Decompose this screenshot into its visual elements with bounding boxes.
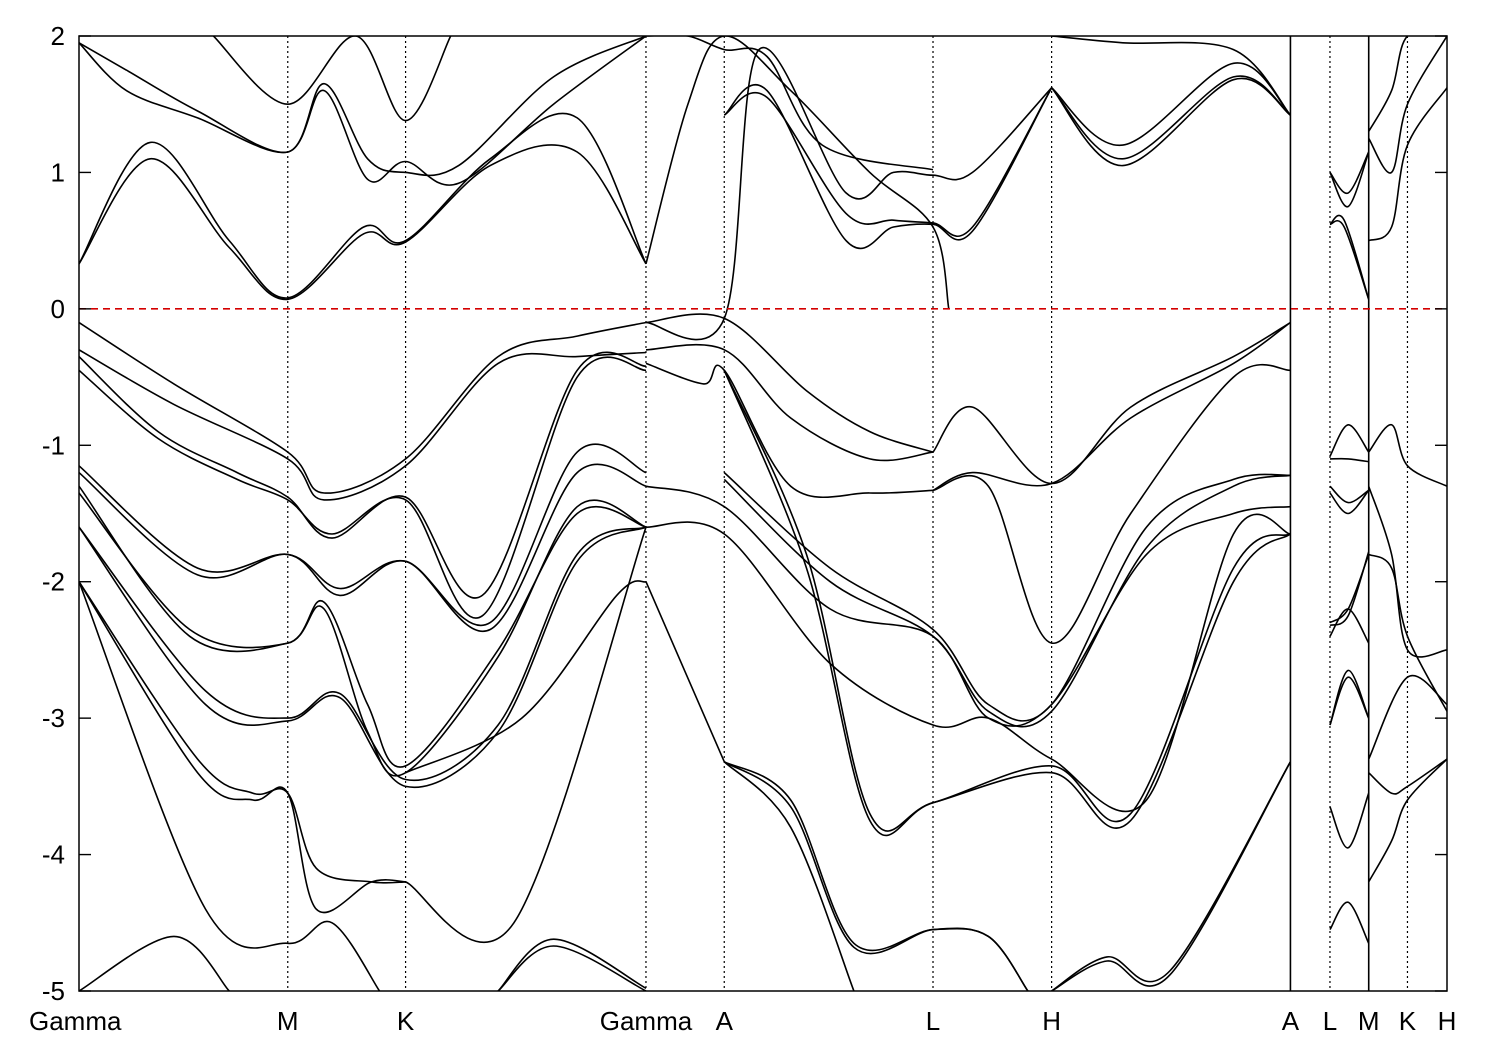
band-line-28: [1051, 75, 1291, 160]
ytick-label-5: 0: [51, 294, 65, 324]
band-line-60: [1329, 608, 1370, 644]
band-line-0: [79, 144, 647, 301]
band-line-5: [79, 321, 647, 494]
kpoint-label-10: K: [1399, 1006, 1417, 1036]
band-line-29: [1051, 77, 1291, 167]
band-line-69: [1367, 485, 1447, 658]
band-line-6: [79, 349, 647, 501]
band-line-2: [79, 36, 647, 186]
band-line-68: [1368, 423, 1447, 487]
band-line-43: [932, 363, 1291, 644]
band-line-21: [405, 526, 647, 943]
band-line-40: [645, 513, 1291, 813]
band-line-15: [79, 581, 406, 884]
band-line-67: [1368, 87, 1447, 242]
band-line-24: [645, 46, 1053, 341]
band-line-7: [79, 351, 647, 599]
band-line-32: [645, 343, 934, 462]
band-line-25: [723, 83, 1053, 250]
band-line-18: [79, 935, 230, 991]
band-line-27: [646, 36, 934, 171]
band-line-53: [1329, 151, 1370, 208]
band-line-65: [1368, 36, 1447, 132]
band-line-33: [645, 362, 934, 499]
band-line-10: [79, 443, 647, 627]
band-line-30: [1051, 62, 1291, 146]
band-line-20: [497, 945, 647, 991]
band-line-41: [723, 369, 1291, 832]
ytick-label-3: -2: [42, 567, 65, 597]
band-line-22: [405, 580, 647, 774]
plot-frame: [78, 35, 1448, 992]
band-line-71: [1368, 758, 1447, 795]
band-line-26: [723, 87, 1053, 237]
band-line-34: [645, 313, 934, 453]
kpoint-lines: [287, 36, 1409, 991]
band-line-37: [723, 472, 1291, 722]
band-line-59: [1329, 551, 1370, 627]
kpoint-label-7: A: [1282, 1006, 1300, 1036]
band-line-55: [1329, 457, 1369, 463]
band-line-1: [79, 112, 647, 299]
kpoint-label-3: Gamma: [600, 1006, 693, 1036]
ytick-label-7: 2: [51, 21, 65, 51]
band-line-44: [645, 581, 726, 763]
band-line-8: [79, 356, 647, 619]
kpoint-label-0: Gamma: [29, 1006, 122, 1036]
band-line-63: [1329, 792, 1370, 849]
kpoint-label-9: M: [1358, 1006, 1380, 1036]
kpoint-label-4: A: [716, 1006, 734, 1036]
band-line-42: [723, 369, 1291, 837]
band-line-36: [932, 321, 1291, 492]
ytick-label-1: -4: [42, 840, 65, 870]
ytick-label-4: -1: [42, 430, 65, 460]
band-line-51: [1329, 219, 1370, 300]
band-line-64: [1329, 901, 1370, 944]
band-line-72: [1367, 758, 1447, 883]
band-line-17: [79, 581, 381, 991]
band-line-70: [1368, 553, 1447, 712]
band-line-19: [497, 938, 647, 991]
band-line-49: [1051, 761, 1292, 991]
band-line-39: [645, 485, 1291, 727]
kpoint-label-6: H: [1042, 1006, 1061, 1036]
ytick-label-0: -5: [42, 976, 65, 1006]
band-line-47: [723, 761, 855, 991]
band-line-66: [1368, 36, 1447, 174]
band-line-56: [1329, 485, 1370, 504]
kpoint-label-2: K: [397, 1006, 415, 1036]
kpoint-label-5: L: [926, 1006, 940, 1036]
band-line-14: [79, 526, 647, 789]
band-line-31: [1051, 36, 1292, 116]
band-line-62: [1329, 676, 1370, 726]
kpoint-label-11: H: [1438, 1006, 1457, 1036]
band-line-11: [79, 492, 647, 768]
band-line-54: [1329, 424, 1370, 457]
band-line-16: [79, 581, 406, 914]
band-line-4: [212, 36, 452, 122]
band-line-46: [723, 761, 1029, 991]
ytick-label-6: 1: [51, 157, 65, 187]
band-line-52: [1329, 151, 1370, 194]
band-line-9: [79, 463, 647, 633]
kpoint-label-1: M: [277, 1006, 299, 1036]
bands-layer: [79, 36, 1447, 991]
band-line-13: [79, 526, 647, 782]
ytick-label-2: -3: [42, 703, 65, 733]
kpoint-label-8: L: [1323, 1006, 1337, 1036]
band-line-57: [1329, 489, 1370, 515]
band-line-3: [79, 36, 647, 177]
band-line-12: [79, 485, 647, 777]
